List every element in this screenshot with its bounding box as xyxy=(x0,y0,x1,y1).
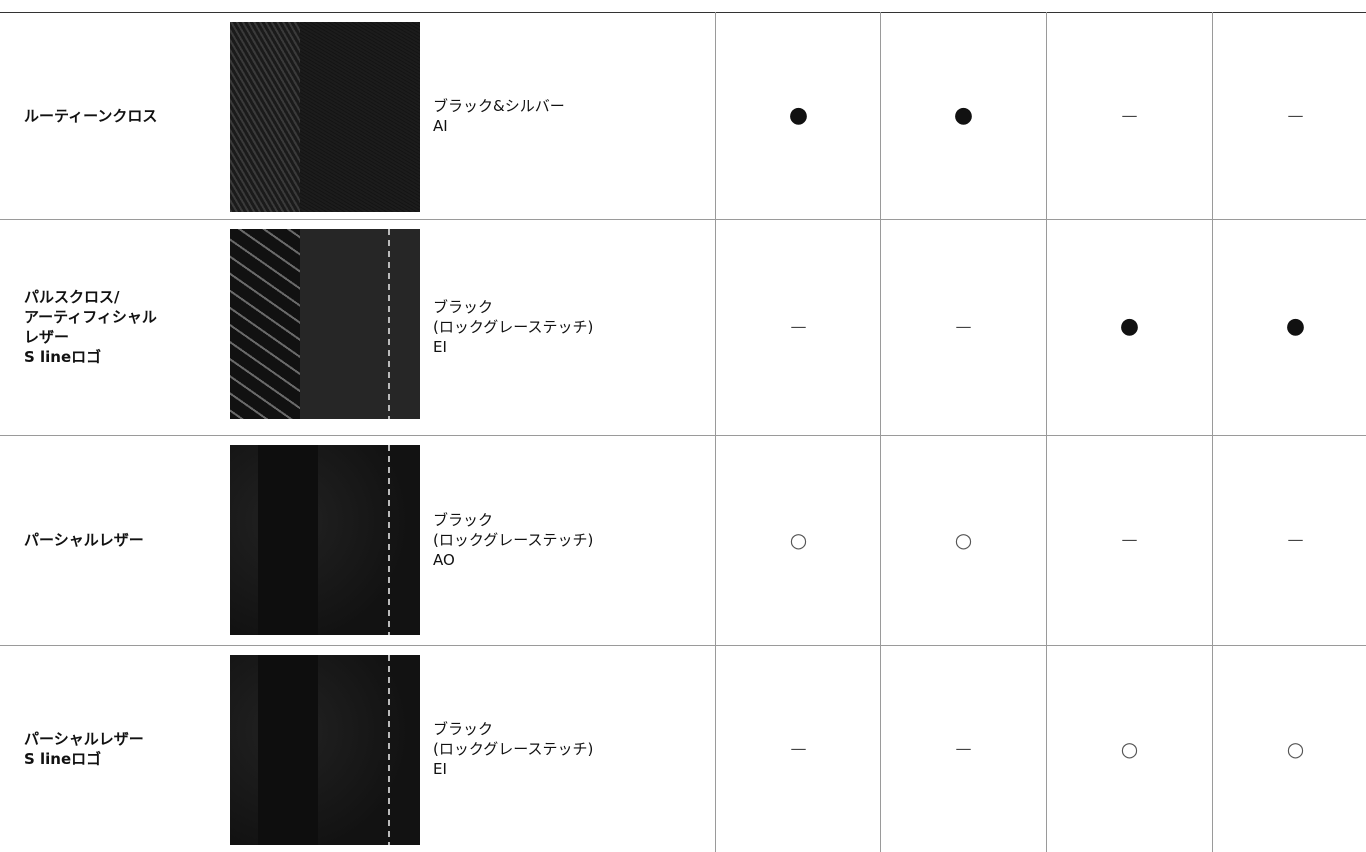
swatch-image xyxy=(230,655,420,845)
name-line: ルーティーンクロス xyxy=(24,106,158,125)
name-line: S lineロゴ xyxy=(24,749,102,768)
column-divider xyxy=(880,12,881,852)
availability-mark: — xyxy=(955,317,972,336)
name-line: パーシャルレザー xyxy=(24,531,144,549)
name-line: パルスクロス/ xyxy=(24,288,120,306)
color-line: EI xyxy=(433,338,447,356)
name-line: パーシャルレザー xyxy=(24,729,144,748)
availability-mark: — xyxy=(955,738,972,758)
availability-mark: ○ xyxy=(1286,736,1305,761)
column-divider xyxy=(1046,12,1047,852)
color-line: (ロックグレーステッチ) xyxy=(433,318,594,336)
availability-mark: ● xyxy=(788,102,809,128)
color-line: AI xyxy=(433,116,448,135)
swatch-part xyxy=(258,655,318,845)
availability-mark: — xyxy=(1121,105,1138,125)
row-name: パルスクロス/アーティフィシャル レザー S lineロゴ xyxy=(24,219,214,435)
swatch-part xyxy=(258,445,318,635)
row-name: パーシャルレザー xyxy=(24,435,214,645)
color-line: ブラック&シルバー xyxy=(433,96,565,115)
availability-mark: ○ xyxy=(1120,736,1139,761)
row-name: パーシャルレザー S lineロゴ xyxy=(24,645,214,852)
color-desc: ブラック (ロックグレーステッチ) EI xyxy=(433,645,703,852)
availability-mark: — xyxy=(790,317,807,336)
availability-mark: ● xyxy=(953,102,974,128)
color-desc: ブラック (ロックグレーステッチ) EI xyxy=(433,219,703,435)
color-line: ブラック xyxy=(433,719,494,738)
color-line: (ロックグレーステッチ) xyxy=(433,531,594,549)
row-divider xyxy=(0,219,1366,220)
row-name: ルーティーンクロス xyxy=(24,12,214,219)
swatch-part xyxy=(230,22,300,212)
color-line: AO xyxy=(433,551,455,569)
color-line: (ロックグレーステッチ) xyxy=(433,739,594,758)
name-line: S lineロゴ xyxy=(24,348,102,366)
availability-mark: ○ xyxy=(954,528,973,552)
table-border xyxy=(0,12,1366,13)
swatch-image xyxy=(230,445,420,635)
column-divider xyxy=(715,12,716,852)
availability-mark: — xyxy=(1287,530,1304,549)
swatch-part xyxy=(230,229,300,419)
color-desc: ブラック&シルバー AI xyxy=(433,12,703,219)
availability-mark: — xyxy=(790,738,807,758)
swatch-image xyxy=(230,22,420,212)
availability-mark: ● xyxy=(1119,314,1140,339)
row-divider xyxy=(0,645,1366,646)
availability-mark: — xyxy=(1121,530,1138,549)
availability-mark: ○ xyxy=(789,528,808,552)
swatch-stitch xyxy=(388,655,390,845)
color-line: ブラック xyxy=(433,298,494,316)
swatch-image xyxy=(230,229,420,419)
column-divider xyxy=(1212,12,1213,852)
swatch-stitch xyxy=(388,229,390,419)
name-line: レザー xyxy=(24,328,70,346)
color-line: EI xyxy=(433,759,447,778)
row-divider xyxy=(0,435,1366,436)
color-line: ブラック xyxy=(433,511,494,529)
availability-mark: — xyxy=(1287,105,1304,125)
color-desc: ブラック (ロックグレーステッチ) AO xyxy=(433,435,703,645)
swatch-stitch xyxy=(388,445,390,635)
availability-mark: ● xyxy=(1285,314,1306,339)
name-line: アーティフィシャル xyxy=(24,308,157,326)
